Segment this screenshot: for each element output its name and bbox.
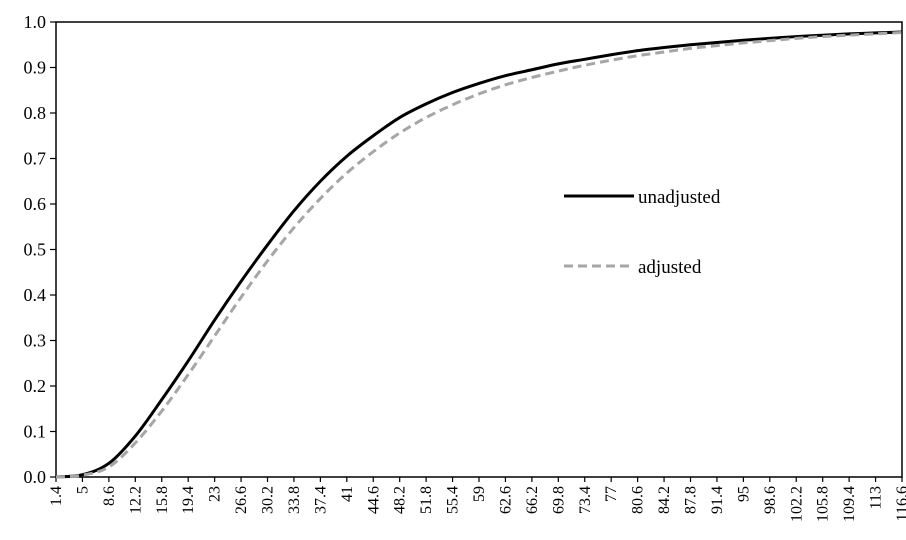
x-tick-label: 12.2 xyxy=(127,486,144,514)
x-tick-label: 84.2 xyxy=(656,486,673,514)
y-axis: 0.0 0.1 0.2 0.3 0.4 0.5 0.6 0.7 0.8 0.9 1.0 xyxy=(24,12,56,487)
x-tick-label: 77 xyxy=(603,486,620,502)
y-tick-label: 0.9 xyxy=(24,58,47,78)
x-tick-label: 59 xyxy=(471,486,488,502)
legend: unadjusted adjusted xyxy=(564,187,721,278)
y-tick-label: 0.1 xyxy=(24,422,47,442)
legend-label-unadjusted: unadjusted xyxy=(638,187,721,208)
y-tick-label: 0.4 xyxy=(24,285,47,305)
y-tick-label: 0.7 xyxy=(24,149,47,169)
series-line-adjusted xyxy=(55,30,903,479)
y-tick-label: 0.0 xyxy=(24,467,47,487)
y-tick-label: 0.2 xyxy=(24,376,47,396)
legend-label-adjusted: adjusted xyxy=(638,257,702,278)
y-tick-label: 0.8 xyxy=(24,103,47,123)
y-tick-label: 1.0 xyxy=(24,12,47,32)
x-axis: 1.4 5 8.6 12.2 15.8 19.4 23 26.6 30.2 33.8 37.4 41 4… xyxy=(48,477,906,522)
series-layer xyxy=(55,30,903,479)
x-tick-label: 37.4 xyxy=(312,486,329,514)
x-tick-label: 19.4 xyxy=(180,486,197,514)
x-tick-label: 102.2 xyxy=(788,486,805,522)
x-tick-label: 15.8 xyxy=(154,486,171,514)
x-tick-label: 109.4 xyxy=(841,486,858,522)
plot-area-border xyxy=(55,21,903,478)
x-tick-label: 105.8 xyxy=(815,486,832,522)
x-tick-label: 80.6 xyxy=(630,486,647,514)
x-tick-label: 48.2 xyxy=(392,486,409,514)
x-tick-label: 95 xyxy=(735,486,752,502)
x-tick-label: 73.4 xyxy=(577,486,594,514)
x-tick-label: 91.4 xyxy=(709,486,726,514)
x-tick-label: 23 xyxy=(207,486,224,502)
x-tick-label: 69.8 xyxy=(550,486,567,514)
y-tick-label: 0.6 xyxy=(24,194,47,214)
x-tick-label: 5 xyxy=(74,486,91,494)
series-line-unadjusted xyxy=(55,30,903,479)
x-tick-label: 26.6 xyxy=(233,486,250,514)
x-tick-label: 62.6 xyxy=(497,486,514,514)
x-tick-label: 113 xyxy=(868,486,885,509)
x-tick-label: 55.4 xyxy=(445,486,462,514)
x-tick-label: 66.2 xyxy=(524,486,541,514)
x-tick-label: 51.8 xyxy=(418,486,435,514)
x-tick-label: 41 xyxy=(339,486,356,502)
y-tick-label: 0.5 xyxy=(24,240,47,260)
x-tick-label: 116.6 xyxy=(894,486,906,521)
x-tick-label: 98.6 xyxy=(762,486,779,514)
x-tick-label: 30.2 xyxy=(260,486,277,514)
x-tick-label: 8.6 xyxy=(101,486,118,506)
x-tick-label: 33.8 xyxy=(286,486,303,514)
x-tick-label: 87.8 xyxy=(683,486,700,514)
x-tick-label: 1.4 xyxy=(48,486,65,506)
x-tick-label: 44.6 xyxy=(365,486,382,514)
y-tick-label: 0.3 xyxy=(24,331,47,351)
